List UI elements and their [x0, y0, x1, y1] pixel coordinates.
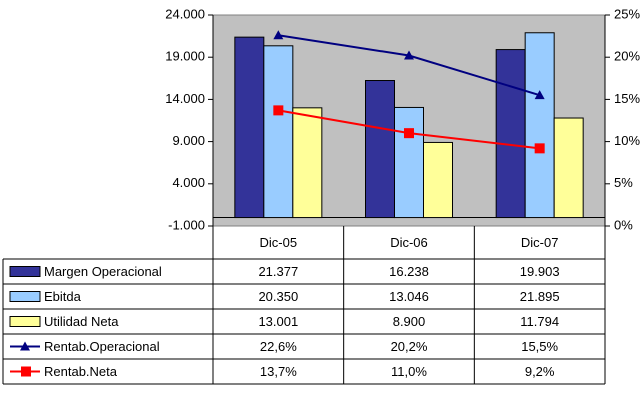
legend-label: Margen Operacional [44, 264, 162, 279]
y2-tick-label: 15% [614, 91, 640, 106]
bar [394, 106, 424, 219]
table-cell: 9,2% [525, 364, 555, 379]
marker [273, 105, 284, 116]
legend-key [9, 266, 41, 277]
marker [273, 30, 284, 40]
y2-tick-label: 5% [614, 175, 633, 190]
marker [534, 143, 545, 154]
bar [524, 32, 555, 219]
legend-key [9, 291, 41, 302]
legend-label: Rentab.Neta [44, 364, 118, 379]
legend-label: Rentab.Operacional [44, 339, 160, 354]
marker [534, 90, 545, 100]
table-cell: 13.001 [258, 314, 298, 329]
bar [263, 45, 294, 219]
y2-tick-label: 25% [614, 6, 640, 21]
y2-tick-label: 20% [614, 49, 640, 64]
marker [404, 128, 414, 139]
table-cell: 16.238 [389, 264, 429, 279]
x-tick-label: Dic-05 [260, 235, 298, 250]
bar [495, 49, 526, 219]
legend-label: Utilidad Neta [44, 314, 119, 329]
table-cell: 15,5% [521, 339, 558, 354]
table-cell: 20.350 [258, 289, 298, 304]
y-tick-label: 9.000 [172, 133, 205, 148]
table-cell: 11.794 [520, 314, 559, 329]
table-cell: 21.895 [520, 289, 560, 304]
y-tick-label: 24.000 [165, 6, 205, 21]
x-tick-label: Dic-07 [521, 235, 559, 250]
y-tick-label: 19.000 [165, 49, 205, 64]
y-tick-label: 4.000 [172, 175, 205, 190]
bar [423, 141, 453, 219]
legend-key [9, 316, 41, 327]
marker [404, 50, 414, 60]
y-tick-label: 14.000 [165, 91, 205, 106]
table-cell: 13.046 [389, 289, 429, 304]
table-cell: 22,6% [260, 339, 297, 354]
table-cell: 8.900 [393, 314, 426, 329]
bar [365, 80, 395, 219]
x-tick-label: Dic-06 [390, 235, 428, 250]
legend-key [20, 341, 30, 351]
y2-tick-label: 0% [614, 217, 633, 232]
bar [292, 107, 323, 219]
legend-key [21, 366, 31, 377]
y-tick-label: -1.000 [168, 217, 205, 232]
table-cell: 13,7% [260, 364, 297, 379]
legend-label: Ebitda [44, 289, 82, 304]
table-cell: 21.377 [258, 264, 298, 279]
table-cell: 19.903 [520, 264, 560, 279]
bar [553, 117, 584, 219]
bar [234, 36, 265, 219]
table-cell: 11,0% [391, 364, 427, 379]
table-cell: 20,2% [391, 339, 428, 354]
y2-tick-label: 10% [614, 133, 640, 148]
